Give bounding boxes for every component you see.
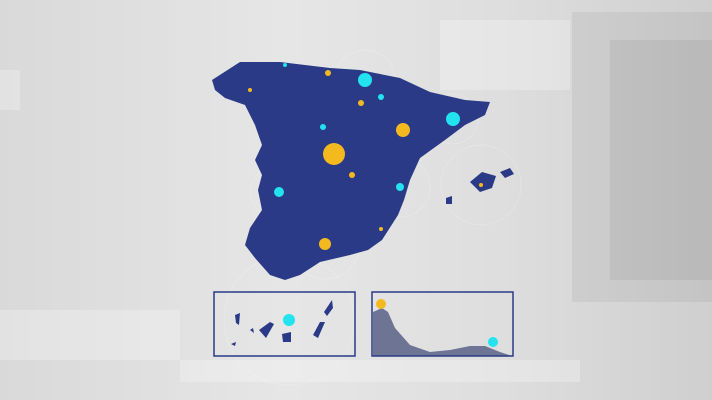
bg-panel (610, 40, 712, 280)
bg-panel (180, 360, 580, 382)
cyan-marker (274, 187, 284, 197)
cyan-marker (488, 337, 498, 347)
yellow-marker (323, 143, 345, 165)
yellow-marker (396, 123, 410, 137)
cyan-marker (320, 124, 326, 130)
cyan-marker (358, 73, 372, 87)
yellow-marker (248, 88, 252, 92)
bg-panel (0, 70, 20, 110)
yellow-marker (319, 238, 331, 250)
yellow-marker (358, 100, 364, 106)
bg-panel (440, 20, 570, 90)
mainland-shape (212, 62, 490, 280)
profile-inset (371, 291, 514, 357)
yellow-marker (349, 172, 355, 178)
yellow-marker (379, 227, 383, 231)
cyan-marker (396, 183, 404, 191)
cyan-marker (283, 63, 287, 67)
cyan-marker (378, 94, 384, 100)
cyan-marker (446, 112, 460, 126)
cyan-marker (283, 314, 295, 326)
yellow-marker (479, 183, 483, 187)
yellow-marker (376, 299, 386, 309)
yellow-marker (325, 70, 331, 76)
markers (248, 63, 498, 347)
bg-panel (0, 310, 180, 360)
canary-inset (213, 291, 356, 357)
bg-panel (572, 12, 712, 302)
